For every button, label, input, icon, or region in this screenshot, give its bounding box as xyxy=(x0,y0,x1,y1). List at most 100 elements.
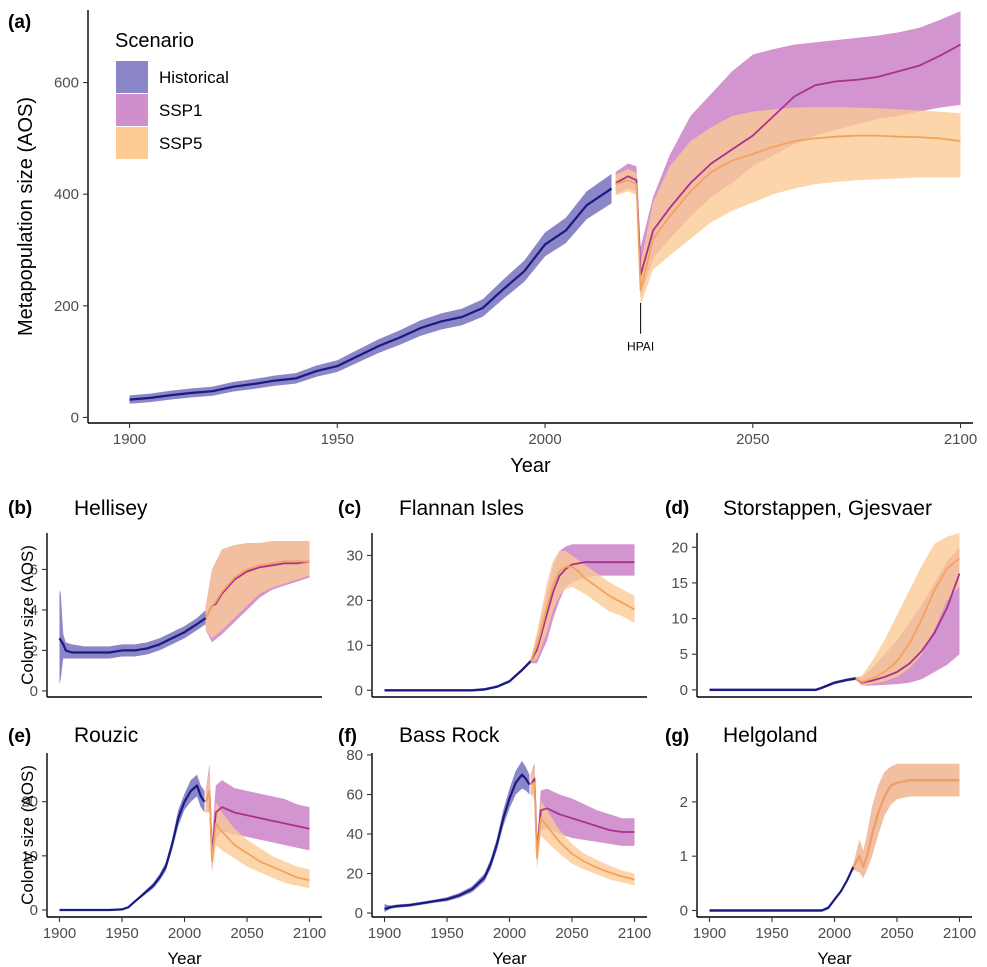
line-ssp5 xyxy=(530,781,635,881)
x-axis-title: Year xyxy=(167,949,202,967)
panel-title: Flannan Isles xyxy=(399,497,524,520)
panel-letter: (f) xyxy=(338,726,357,747)
legend-label-ssp5: SSP5 xyxy=(159,134,202,153)
panel-title: Hellisey xyxy=(74,497,148,520)
line-ssp5 xyxy=(529,565,635,662)
panel-g: 0 1 2 1900 1950 2000 2050 2100 (g) Helgoland Year xyxy=(665,724,976,967)
x-tick-label: 2050 xyxy=(230,925,263,942)
band-ssp5 xyxy=(615,107,961,306)
y-tick-label: 10 xyxy=(21,848,38,865)
panel-title: Helgoland xyxy=(723,724,818,747)
y-tick-label: 200 xyxy=(54,298,79,315)
line-ssp1 xyxy=(615,43,961,276)
y-tick-label: 20 xyxy=(21,794,38,811)
band-ssp1 xyxy=(615,11,961,298)
panel-letter: (a) xyxy=(8,12,31,33)
line-ssp5 xyxy=(204,790,310,882)
band-historical xyxy=(384,659,531,692)
y-tick-label: 400 xyxy=(54,186,79,203)
panel-letter: (b) xyxy=(8,498,32,519)
panel-c: 0 10 20 30 (c) Flannan Isles xyxy=(338,497,647,699)
line-historical xyxy=(384,773,531,911)
y-tick-label: 0 xyxy=(30,902,38,919)
x-axis-title: Year xyxy=(817,949,852,967)
x-tick-label: 1950 xyxy=(105,925,138,942)
panel-e: 0 10 20 1900 1950 2000 2050 2100 (e) Rouzic Year Co… xyxy=(8,724,326,967)
x-tick-label: 1950 xyxy=(755,925,788,942)
legend-swatch-historical xyxy=(116,61,148,93)
x-tick-label: 2000 xyxy=(818,925,851,942)
x-tick-label: 2100 xyxy=(944,431,977,448)
line-historical xyxy=(59,784,206,912)
line-historical xyxy=(129,187,613,401)
y-tick-label: 4 xyxy=(30,602,38,619)
line-ssp1 xyxy=(855,573,961,684)
line-historical xyxy=(709,866,855,912)
y-tick-label: 80 xyxy=(346,747,363,764)
line-ssp5 xyxy=(855,557,961,683)
legend-swatch-ssp5 xyxy=(116,127,148,159)
y-tick-label: 6 xyxy=(30,561,38,578)
y-tick-label: 20 xyxy=(346,866,363,883)
legend-label-historical: Historical xyxy=(159,68,229,87)
y-tick-label: 5 xyxy=(680,646,688,663)
panel-letter: (c) xyxy=(338,498,361,519)
panel-title: Storstappen, Gjesvaer xyxy=(723,497,932,520)
y-tick-label: 10 xyxy=(671,611,688,628)
band-historical xyxy=(59,589,206,685)
x-tick-label: 2050 xyxy=(555,925,588,942)
x-tick-label: 1950 xyxy=(430,925,463,942)
x-axis-title: Year xyxy=(492,949,527,967)
panel-d: 0 5 10 15 20 (d) Storstappen, Gjesvaer xyxy=(665,497,972,699)
band-ssp5 xyxy=(853,763,960,878)
band-ssp1 xyxy=(530,762,635,866)
x-tick-label: 1900 xyxy=(693,925,726,942)
line-ssp5 xyxy=(852,779,960,868)
line-ssp1 xyxy=(530,561,635,662)
line-historical xyxy=(58,617,207,654)
y-tick-label: 20 xyxy=(346,592,363,609)
x-axis-title: Year xyxy=(510,455,551,477)
panel-letter: (e) xyxy=(8,726,31,747)
y-tick-label: 15 xyxy=(671,575,688,592)
x-tick-label: 2100 xyxy=(618,925,651,942)
x-tick-label: 2000 xyxy=(493,925,526,942)
panel-letter: (g) xyxy=(665,726,689,747)
annotation-label: HPAI xyxy=(627,340,654,354)
y-tick-label: 1 xyxy=(680,848,688,865)
band-ssp5 xyxy=(855,533,960,686)
band-ssp5 xyxy=(205,541,310,639)
y-axis-title: Metapopulation size (AOS) xyxy=(15,97,37,336)
y-tick-label: 60 xyxy=(346,786,363,803)
y-tick-label: 0 xyxy=(355,905,363,922)
y-tick-label: 20 xyxy=(671,539,688,556)
band-ssp1 xyxy=(855,547,960,686)
line-historical xyxy=(384,660,532,692)
x-tick-label: 2050 xyxy=(880,925,913,942)
y-tick-label: 2 xyxy=(30,642,38,659)
y-tick-label: 0 xyxy=(680,682,688,699)
y-tick-label: 0 xyxy=(355,682,363,699)
band-historical xyxy=(59,774,205,910)
line-historical xyxy=(709,677,856,691)
x-tick-label: 2000 xyxy=(528,431,561,448)
y-tick-label: 40 xyxy=(346,826,363,843)
x-tick-label: 1950 xyxy=(321,431,354,448)
y-tick-label: 600 xyxy=(54,75,79,92)
band-ssp5 xyxy=(205,769,310,889)
line-ssp5 xyxy=(204,560,310,619)
y-tick-label: 0 xyxy=(30,683,38,700)
legend-swatch-ssp1 xyxy=(116,94,148,126)
panel-f: 0 20 40 60 80 1900 1950 2000 2050 2100 (f) Bass Roc… xyxy=(338,724,651,967)
y-axis-title: Colony size (AOS) xyxy=(18,765,37,905)
panel-title: Bass Rock xyxy=(399,724,500,747)
band-historical xyxy=(384,760,530,913)
x-tick-label: 2100 xyxy=(943,925,976,942)
y-axis-title: Colony size (AOS) xyxy=(18,545,37,685)
legend: Scenario Historical SSP1 SSP5 xyxy=(115,30,229,159)
band-ssp5 xyxy=(530,766,635,886)
band-historical xyxy=(129,173,612,404)
line-ssp5 xyxy=(615,134,961,292)
x-tick-label: 1900 xyxy=(113,431,146,448)
